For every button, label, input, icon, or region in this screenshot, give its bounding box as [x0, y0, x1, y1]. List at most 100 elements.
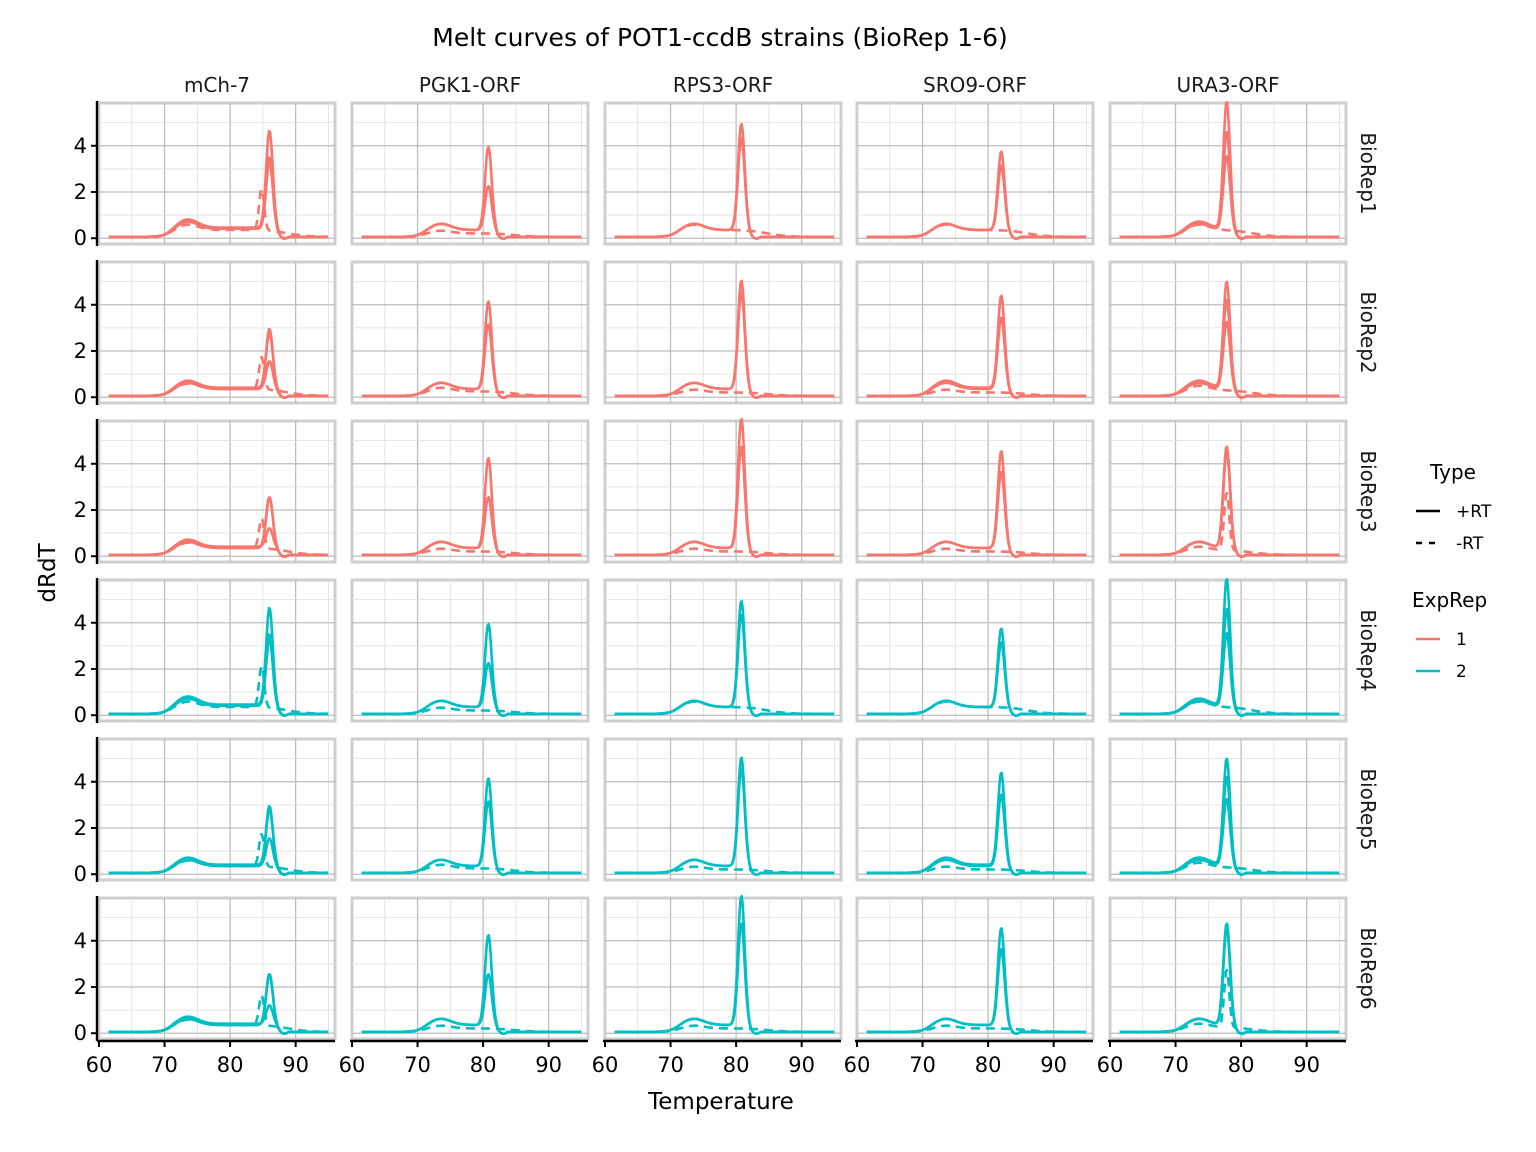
y-tick-label: 2 — [74, 339, 87, 363]
y-tick-label: 2 — [74, 975, 87, 999]
panel-URA3-ORF-BioRep2 — [1108, 260, 1348, 405]
series-line-minus-rt-3 — [614, 388, 835, 398]
panel-border — [350, 896, 590, 1041]
legend: Type +RT -RT ExpRep 1 2 — [1412, 460, 1492, 682]
x-tick-label: 80 — [975, 1053, 1002, 1077]
legend-title-type: Type — [1429, 460, 1476, 484]
y-tick-label: 4 — [74, 134, 87, 158]
x-tick-label: 70 — [909, 1053, 936, 1077]
y-tick-label: 2 — [74, 657, 87, 681]
legend-label-type: -RT — [1456, 534, 1484, 554]
x-tick-label: 80 — [723, 1053, 750, 1077]
facet-grid: 0 2 4 0 2 4 0 2 4 0 2 4 0 2 4 0 2 4 60 70 80 90 60 70 80 90 60 70 80… — [74, 73, 1380, 1077]
panel-SRO9-ORF-BioRep5 — [855, 737, 1095, 882]
x-tick-label: 60 — [339, 1053, 366, 1077]
panel-SRO9-ORF-BioRep1 — [855, 101, 1095, 246]
x-tick-label: 80 — [1228, 1053, 1255, 1077]
panel-PGK1-ORF-BioRep2 — [350, 260, 590, 405]
y-tick-label: 2 — [74, 498, 87, 522]
panel-mCh-7-BioRep2: 0 2 4 — [74, 260, 337, 409]
series-line-minus-rt-4 — [1119, 861, 1340, 875]
series-line-minus-rt-4 — [108, 832, 329, 875]
panel-SRO9-ORF-BioRep4 — [855, 578, 1095, 723]
y-tick-label: 0 — [74, 226, 87, 250]
panel-mCh-7-BioRep6: 0 2 4 60 70 80 90 — [74, 896, 337, 1077]
series-line-minus-rt-4 — [1119, 384, 1340, 398]
panel-border — [97, 896, 337, 1041]
series-line-minus-rt-3 — [361, 863, 582, 875]
series-line-minus-rt-4 — [1119, 700, 1340, 716]
series-line-minus-rt-3 — [866, 388, 1087, 398]
panel-mCh-7-BioRep3: 0 2 4 — [74, 419, 337, 568]
series-line-minus-rt-4 — [1119, 968, 1340, 1034]
column-strip-SRO9-ORF: SRO9-ORF — [923, 73, 1027, 97]
y-tick-label: 0 — [74, 703, 87, 727]
series-line-minus-rt-3 — [866, 223, 1087, 239]
panel-URA3-ORF-BioRep6: 60 70 80 90 — [1097, 896, 1348, 1077]
x-tick-label: 80 — [470, 1053, 497, 1077]
series-line-minus-rt-3 — [614, 547, 835, 557]
panel-RPS3-ORF-BioRep4 — [603, 578, 843, 723]
column-strip-mCh-7: mCh-7 — [184, 73, 250, 97]
series-line-minus-rt-3 — [361, 386, 582, 398]
y-tick-label: 4 — [74, 929, 87, 953]
y-tick-label: 0 — [74, 385, 87, 409]
panel-mCh-7-BioRep5: 0 2 4 — [74, 737, 337, 886]
panel-URA3-ORF-BioRep4 — [1108, 577, 1348, 723]
y-tick-label: 0 — [74, 862, 87, 886]
series-line-minus-rt-3 — [866, 1024, 1087, 1034]
panel-SRO9-ORF-BioRep6: 60 70 80 90 — [844, 896, 1095, 1077]
column-strip-RPS3-ORF: RPS3-ORF — [673, 73, 773, 97]
panel-PGK1-ORF-BioRep3 — [350, 419, 590, 564]
column-strip-URA3-ORF: URA3-ORF — [1176, 73, 1279, 97]
series-line-minus-rt-3 — [361, 229, 582, 239]
series-line-minus-rt-3 — [866, 865, 1087, 875]
legend-label-exprep: 1 — [1456, 630, 1467, 650]
y-axis-title: dRdT — [35, 542, 61, 602]
panel-SRO9-ORF-BioRep3 — [855, 419, 1095, 564]
series-line-minus-rt-3 — [614, 865, 835, 875]
series-line-minus-rt-3 — [614, 1024, 835, 1034]
panel-RPS3-ORF-BioRep5 — [603, 737, 843, 882]
x-tick-label: 70 — [657, 1053, 684, 1077]
panel-RPS3-ORF-BioRep2 — [603, 260, 843, 405]
panel-PGK1-ORF-BioRep4 — [350, 578, 590, 723]
x-tick-label: 90 — [535, 1053, 562, 1077]
series-line-minus-rt-4 — [1119, 491, 1340, 557]
panel-PGK1-ORF-BioRep1 — [350, 101, 590, 246]
x-tick-label: 80 — [217, 1053, 244, 1077]
series-line-minus-rt-4 — [108, 517, 329, 557]
panel-border — [1108, 419, 1348, 564]
series-line-minus-rt-3 — [361, 706, 582, 716]
series-line-minus-rt-3 — [866, 547, 1087, 557]
x-tick-label: 90 — [788, 1053, 815, 1077]
panel-border — [855, 737, 1095, 882]
y-tick-label: 0 — [74, 1021, 87, 1045]
legend-title-exprep: ExpRep — [1412, 588, 1487, 612]
series-line-minus-rt-3 — [361, 547, 582, 557]
y-tick-label: 4 — [74, 293, 87, 317]
panel-PGK1-ORF-BioRep6: 60 70 80 90 — [339, 896, 590, 1077]
panel-mCh-7-BioRep1: 0 2 4 — [74, 101, 337, 250]
x-tick-label: 90 — [1040, 1053, 1067, 1077]
panel-mCh-7-BioRep4: 0 2 4 — [74, 578, 337, 727]
y-tick-label: 4 — [74, 611, 87, 635]
panel-border — [97, 260, 337, 405]
panel-URA3-ORF-BioRep5 — [1108, 737, 1348, 882]
panel-border — [855, 578, 1095, 723]
x-tick-label: 60 — [844, 1053, 871, 1077]
row-strip-BioRep2: BioRep2 — [1356, 291, 1380, 373]
series-line-minus-rt-4 — [108, 994, 329, 1034]
panel-border — [603, 260, 843, 405]
series-line-minus-rt-3 — [614, 223, 835, 239]
panel-border — [603, 737, 843, 882]
panel-border — [603, 419, 843, 564]
panel-border — [855, 419, 1095, 564]
x-tick-label: 70 — [151, 1053, 178, 1077]
series-line-minus-rt-4 — [108, 664, 329, 716]
x-tick-label: 90 — [282, 1053, 309, 1077]
series-line-minus-rt-3 — [614, 700, 835, 716]
panel-border — [603, 578, 843, 723]
panel-RPS3-ORF-BioRep6: 60 70 80 90 — [592, 894, 843, 1077]
